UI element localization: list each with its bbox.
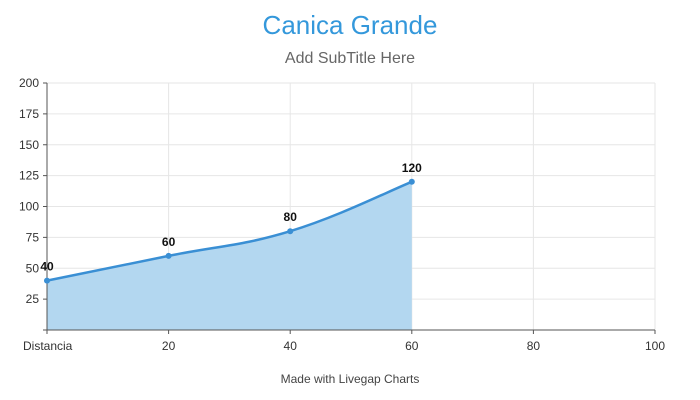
y-tick-label-6: 175 [19,107,39,121]
y-tick-label-2: 75 [26,230,40,244]
area-fill [47,181,412,330]
data-label-3: 120 [402,161,422,175]
x-tick-label-3: 60 [405,339,419,353]
y-tick-label-0: 25 [26,292,40,306]
y-tick-label-4: 125 [19,169,39,183]
x-tick-label-0: Distancia [23,339,73,353]
y-tick-label-1: 50 [26,261,40,275]
y-tick-label-3: 100 [19,200,39,214]
series-line [46,180,413,282]
x-tick-label-1: 20 [162,339,176,353]
chart-subtitle: Add SubTitle Here [284,50,416,67]
data-label-0: 40 [40,260,54,274]
x-tick-label-5: 100 [645,339,665,353]
data-point-1 [165,252,172,259]
data-label-2: 80 [284,210,298,224]
x-tick-label-4: 80 [527,339,541,353]
data-label-1: 60 [162,235,176,249]
chart-credit: Made with Livegap Charts [280,372,420,386]
data-point-0 [44,277,50,284]
y-tick-label-5: 150 [19,138,39,152]
data-point-2 [287,228,294,235]
data-point-3 [408,178,415,185]
y-tick-label-7: 200 [19,76,39,90]
chart-title: Canica Grande [262,10,438,40]
x-tick-label-2: 40 [284,339,298,353]
